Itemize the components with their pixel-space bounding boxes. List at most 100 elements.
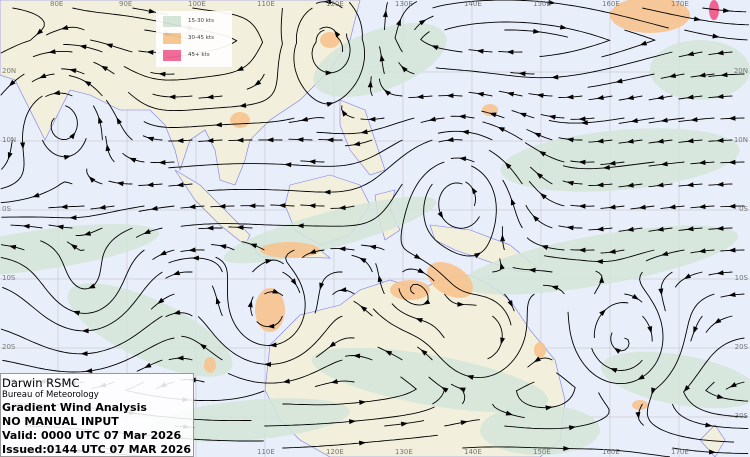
flow-arrow bbox=[382, 10, 388, 18]
flow-arrow bbox=[63, 155, 72, 160]
flow-arrow bbox=[188, 247, 196, 253]
streamline bbox=[705, 315, 733, 333]
flow-arrow bbox=[148, 8, 156, 14]
flow-arrow bbox=[698, 248, 706, 254]
flow-arrow bbox=[551, 74, 559, 80]
flow-arrow bbox=[22, 223, 30, 229]
flow-arrow bbox=[266, 137, 274, 143]
flow-arrow bbox=[458, 156, 467, 162]
flow-arrow bbox=[578, 203, 586, 209]
band-15-30 bbox=[650, 40, 750, 100]
flow-arrow bbox=[368, 244, 377, 250]
flow-arrow bbox=[500, 234, 506, 242]
band-30-45 bbox=[534, 342, 546, 358]
flow-arrow bbox=[325, 70, 333, 76]
flow-arrow bbox=[728, 247, 736, 253]
flow-arrow bbox=[596, 182, 604, 188]
flow-arrow bbox=[272, 288, 280, 294]
flow-arrow bbox=[656, 226, 664, 232]
band-15-30 bbox=[462, 225, 738, 295]
flow-arrow bbox=[413, 253, 422, 260]
flow-arrow bbox=[422, 299, 431, 305]
flow-arrow bbox=[698, 160, 706, 166]
flow-arrow bbox=[729, 382, 737, 388]
lon-label-bottom: 120E bbox=[326, 448, 344, 456]
flow-arrow bbox=[236, 137, 244, 143]
legend-item-30-45: 30-45 kts bbox=[163, 33, 229, 45]
band-15-30 bbox=[67, 283, 233, 377]
flow-arrow bbox=[668, 204, 676, 210]
philippines bbox=[339, 99, 386, 176]
flow-arrow bbox=[698, 204, 706, 210]
flow-arrow bbox=[146, 182, 154, 188]
streamline bbox=[525, 204, 553, 229]
flow-arrow bbox=[686, 94, 694, 100]
flow-arrow bbox=[559, 24, 568, 30]
flow-arrow bbox=[540, 245, 549, 250]
flow-arrow bbox=[626, 138, 634, 144]
flow-arrow bbox=[599, 309, 606, 316]
flow-arrow bbox=[716, 50, 724, 56]
flow-arrow bbox=[85, 368, 93, 374]
flow-arrow bbox=[38, 73, 47, 79]
flow-arrow bbox=[507, 300, 513, 308]
flow-arrow bbox=[146, 49, 154, 55]
flow-arrow bbox=[278, 203, 286, 209]
flow-arrow bbox=[690, 117, 698, 122]
flow-arrow bbox=[379, 54, 385, 62]
flow-arrow bbox=[88, 176, 96, 183]
lon-label-bottom: 140E bbox=[464, 448, 482, 456]
flow-arrow bbox=[326, 102, 334, 107]
streamline bbox=[465, 181, 476, 207]
flow-arrow bbox=[615, 78, 623, 84]
legend-label: 30-45 kts bbox=[188, 35, 214, 41]
lat-label-right: 10N bbox=[733, 136, 748, 144]
lon-label-bottom: 130E bbox=[395, 448, 413, 456]
flow-arrow bbox=[728, 115, 736, 121]
flow-arrow bbox=[168, 94, 176, 100]
flow-arrow bbox=[264, 362, 272, 368]
flow-arrow bbox=[686, 182, 694, 188]
flow-arrow bbox=[578, 116, 586, 122]
flow-arrow bbox=[214, 122, 222, 128]
flow-arrow bbox=[660, 117, 668, 123]
flow-arrow bbox=[638, 204, 646, 210]
flow-arrow bbox=[476, 91, 484, 97]
flow-arrow bbox=[144, 362, 152, 368]
flow-arrow bbox=[716, 137, 724, 143]
flow-arrow bbox=[716, 394, 725, 399]
flow-arrow bbox=[247, 300, 253, 308]
flow-arrow bbox=[143, 229, 151, 234]
flow-arrow bbox=[566, 180, 574, 186]
streamline bbox=[435, 51, 673, 79]
flow-arrow bbox=[489, 112, 497, 118]
band-30-45 bbox=[390, 280, 430, 300]
flow-arrow bbox=[400, 65, 408, 73]
band-30-45 bbox=[320, 32, 340, 48]
flow-arrow bbox=[626, 226, 634, 232]
agency-name: Bureau of Meteorology bbox=[2, 390, 99, 400]
flow-arrow bbox=[437, 211, 444, 219]
flow-arrow bbox=[548, 114, 556, 120]
flow-arrow bbox=[326, 137, 334, 143]
flow-arrow bbox=[308, 203, 316, 209]
flow-arrow bbox=[265, 258, 273, 264]
lat-label-left: 20S bbox=[2, 343, 16, 351]
flow-arrow bbox=[528, 267, 536, 273]
lon-label-bottom: 110E bbox=[257, 448, 275, 456]
flow-arrow bbox=[431, 45, 439, 51]
band-30-45 bbox=[610, 0, 690, 33]
flow-arrow bbox=[428, 116, 436, 122]
flow-arrow bbox=[338, 246, 346, 252]
flow-arrow bbox=[296, 223, 304, 229]
valid-time: Valid: 0000 UTC 07 Mar 2026 bbox=[2, 429, 182, 442]
flow-arrow bbox=[284, 162, 292, 168]
lon-label-top: 100E bbox=[188, 0, 206, 8]
flow-arrow bbox=[300, 116, 309, 122]
flow-arrow bbox=[105, 43, 113, 49]
streamline bbox=[684, 29, 748, 41]
streamline bbox=[593, 302, 629, 339]
flow-arrow bbox=[420, 349, 428, 356]
flow-arrow bbox=[536, 93, 544, 99]
flow-arrow bbox=[708, 449, 717, 455]
